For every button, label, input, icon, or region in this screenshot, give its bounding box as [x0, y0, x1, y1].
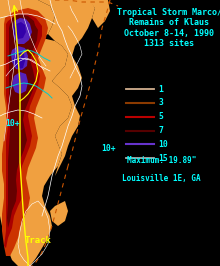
Polygon shape: [0, 0, 72, 266]
Text: Tropical Storm Marco/
Remains of Klaus
October 8-14, 1990
1313 sites: Tropical Storm Marco/ Remains of Klaus O…: [117, 8, 220, 48]
Polygon shape: [13, 52, 25, 69]
Text: Maximum: 19.89": Maximum: 19.89": [127, 156, 196, 165]
Text: 7: 7: [158, 126, 163, 135]
Polygon shape: [2, 8, 48, 256]
Polygon shape: [14, 22, 26, 39]
Text: 10+: 10+: [5, 119, 19, 128]
Polygon shape: [12, 72, 28, 94]
Text: Track: Track: [25, 236, 52, 245]
Polygon shape: [50, 201, 68, 226]
Text: 10: 10: [158, 140, 168, 149]
Text: 10+: 10+: [102, 144, 116, 153]
Polygon shape: [38, 0, 95, 176]
Text: Louisville 1E, GA: Louisville 1E, GA: [122, 174, 201, 183]
Text: 5: 5: [158, 112, 163, 121]
Polygon shape: [88, 0, 110, 28]
Text: 3: 3: [158, 98, 163, 107]
Polygon shape: [7, 18, 38, 228]
Polygon shape: [13, 18, 32, 44]
Text: 1: 1: [158, 85, 163, 94]
Polygon shape: [10, 14, 36, 48]
Polygon shape: [4, 14, 42, 248]
Text: 15: 15: [158, 154, 168, 163]
Polygon shape: [11, 46, 28, 70]
